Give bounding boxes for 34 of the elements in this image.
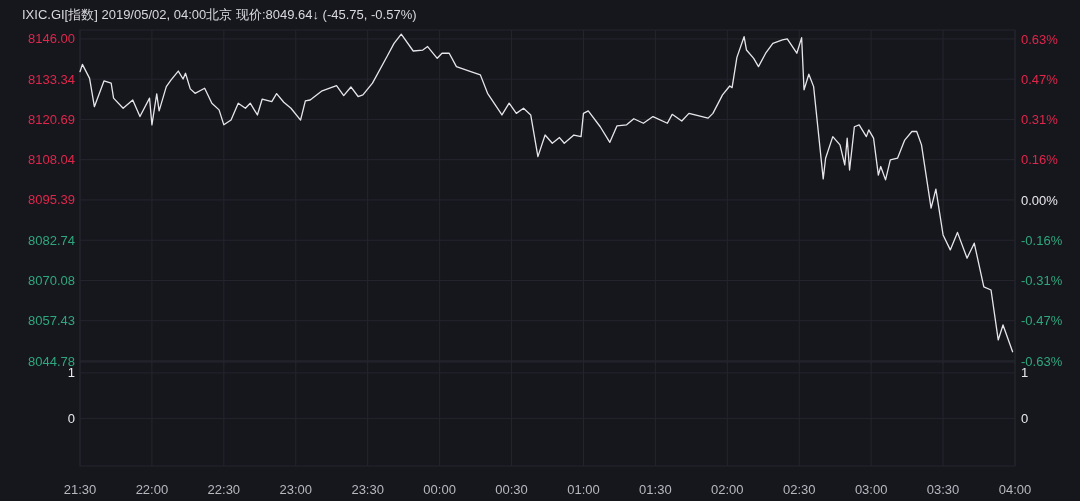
chart-title: IXIC.GI[指数] 2019/05/02, 04:00北京 现价:8049.64↓ (-45.75, -0.57%) [22, 7, 417, 22]
y-tick-label: 8133.34 [28, 71, 75, 87]
x-tick-label: 23:30 [351, 482, 384, 497]
y-tick-label: 8070.08 [28, 272, 75, 288]
y-tick-label: 8120.69 [28, 111, 75, 127]
x-tick-label: 02:00 [711, 482, 744, 497]
x-tick-label: 01:30 [639, 482, 672, 497]
x-tick-label: 03:30 [926, 482, 960, 497]
x-tick-label: 23:00 [279, 482, 313, 497]
x-tick-label: 00:30 [495, 482, 528, 497]
y2-tick-label: 0.63% [1021, 31, 1059, 47]
line-series [79, 33, 1014, 353]
y2-tick-label: -0.31% [1021, 272, 1063, 288]
y-tick-label: 8095.39 [28, 192, 75, 208]
x-tick-label: 00:00 [423, 482, 456, 497]
x-tick-label: 04:00 [998, 482, 1032, 497]
x-tick-label: 01:00 [567, 482, 600, 497]
y-tick-label: 0 [67, 410, 75, 426]
y-tick-label: 8146.00 [28, 31, 75, 47]
y2-tick-label: -0.47% [1021, 313, 1063, 329]
y2-tick-label: 0.47% [1021, 71, 1059, 87]
y2-tick-label: -0.16% [1021, 232, 1063, 248]
y-tick-label: 8057.43 [28, 313, 75, 329]
x-tick-label: 22:00 [135, 482, 169, 497]
x-tick-label: 22:30 [207, 482, 241, 497]
y2-tick-label: 0.16% [1021, 152, 1059, 168]
y2-tick-label: 0.00% [1021, 192, 1059, 208]
y-tick-label: 8082.74 [28, 232, 75, 248]
x-tick-label: 03:00 [854, 482, 888, 497]
y2-tick-label: 0 [1021, 410, 1029, 426]
y2-tick-label: 0.31% [1021, 112, 1059, 128]
y-tick-label: 8108.04 [28, 152, 75, 168]
x-tick-label: 21:30 [63, 482, 97, 497]
x-tick-label: 02:30 [782, 482, 816, 497]
